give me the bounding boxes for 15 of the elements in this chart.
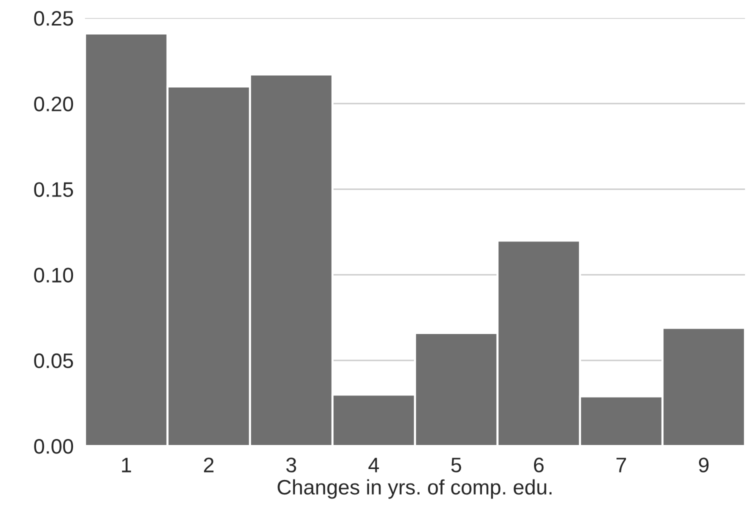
y-tick-label: 0.25 bbox=[34, 11, 74, 26]
y-tick-label: 0.15 bbox=[34, 182, 74, 197]
x-tick-label: 4 bbox=[368, 458, 379, 472]
y-tick-label: 0.05 bbox=[34, 353, 74, 368]
x-tick-label: 5 bbox=[451, 458, 462, 472]
x-tick-label: 3 bbox=[286, 458, 296, 472]
y-tick-label: 0.20 bbox=[34, 96, 74, 112]
x-tick-label: 7 bbox=[616, 458, 626, 472]
x-tick-label: 2 bbox=[204, 458, 214, 472]
y-tick-label: 0.00 bbox=[34, 439, 74, 454]
x-tick-label: 1 bbox=[122, 458, 132, 472]
x-axis-title: Changes in yrs. of comp. edu. bbox=[278, 479, 552, 499]
x-tick-label: 9 bbox=[698, 458, 709, 472]
y-tick-label: 0.10 bbox=[34, 268, 74, 283]
x-tick-label: 6 bbox=[534, 458, 544, 472]
